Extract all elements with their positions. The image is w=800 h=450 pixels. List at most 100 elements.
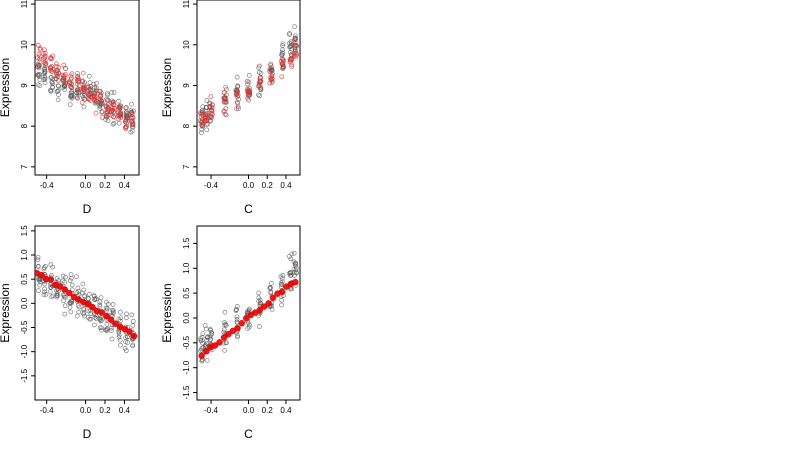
- data-point: [123, 117, 129, 122]
- fitted-point: [269, 294, 277, 302]
- data-point: [279, 56, 285, 62]
- data-point: [222, 309, 228, 315]
- fitted-point: [220, 334, 228, 341]
- data-point: [92, 85, 98, 90]
- data-point: [294, 270, 299, 276]
- y-tick-label: -1.0: [20, 344, 29, 358]
- data-point: [269, 280, 274, 286]
- data-point: [287, 44, 293, 50]
- data-point: [209, 102, 215, 108]
- data-point: [233, 92, 239, 98]
- data-point: [233, 308, 239, 314]
- data-point: [210, 111, 215, 117]
- data-point: [245, 91, 251, 96]
- data-point: [278, 58, 284, 64]
- y-tick-label: 9: [20, 83, 29, 88]
- data-point: [35, 264, 41, 270]
- x-tick-label: 0.2: [99, 181, 111, 190]
- data-point: [60, 292, 66, 298]
- data-point: [280, 279, 285, 285]
- fitted-point: [66, 289, 73, 297]
- fitted-point: [130, 332, 138, 340]
- data-point: [42, 289, 47, 295]
- x-tick-label: 0.4: [119, 406, 131, 415]
- data-point: [234, 314, 240, 320]
- data-point: [292, 261, 298, 267]
- x-tick-label: 0.0: [243, 406, 255, 415]
- panel-4: -0.4 0.0 0.2 0.4 -1.5 -1.0 -0.5 0.0 0.5 1.0 1.5 C Ex…: [160, 225, 301, 441]
- data-point: [99, 325, 104, 331]
- data-point: [124, 111, 130, 117]
- data-point: [104, 321, 110, 327]
- data-point: [292, 50, 298, 56]
- data-point: [108, 328, 114, 333]
- data-point: [202, 117, 208, 123]
- data-point: [105, 106, 110, 112]
- data-point: [256, 290, 262, 296]
- data-point: [280, 47, 285, 53]
- data-point: [74, 313, 80, 319]
- x-tick-label: 0.2: [262, 181, 274, 190]
- data-point: [105, 102, 111, 107]
- data-point: [86, 308, 92, 314]
- x-tick-label: 0.0: [243, 181, 255, 190]
- data-point: [86, 291, 92, 297]
- data-point: [287, 32, 292, 37]
- fitted-point: [38, 271, 45, 279]
- data-point: [293, 263, 298, 269]
- y-tick-label: 8: [20, 123, 29, 128]
- data-point: [200, 124, 206, 129]
- plot-frame: [34, 225, 140, 401]
- data-point: [35, 254, 41, 260]
- data-point: [207, 334, 213, 340]
- data-point: [49, 79, 55, 85]
- data-point: [42, 69, 48, 74]
- data-point: [60, 278, 66, 284]
- data-point: [42, 61, 48, 67]
- fitted-point: [260, 303, 268, 310]
- data-point: [41, 265, 47, 270]
- y-tick-label: -1.0: [182, 360, 191, 374]
- data-point: [223, 97, 229, 102]
- y-tick-label: 0.0: [20, 297, 29, 309]
- data-point: [99, 109, 105, 114]
- y-tick-label: 1.0: [20, 249, 29, 261]
- data-point: [235, 334, 240, 340]
- data-point: [41, 71, 47, 77]
- data-point: [55, 83, 61, 89]
- data-point: [42, 74, 48, 79]
- data-point: [111, 120, 117, 126]
- data-point: [110, 302, 116, 307]
- fitted-point: [107, 316, 115, 323]
- data-point: [68, 272, 74, 277]
- data-point: [117, 337, 123, 343]
- data-point: [43, 292, 49, 297]
- data-point: [79, 100, 85, 105]
- data-point: [125, 340, 130, 345]
- data-point: [97, 105, 103, 111]
- data-point: [291, 250, 297, 256]
- data-point: [222, 348, 227, 353]
- data-point: [62, 303, 68, 309]
- data-point: [81, 89, 87, 94]
- fitted-point: [216, 339, 223, 346]
- data-point: [68, 275, 74, 281]
- data-point: [234, 74, 240, 80]
- data-point: [67, 304, 73, 310]
- data-point: [110, 100, 116, 105]
- data-point: [97, 302, 103, 308]
- data-point: [110, 308, 116, 313]
- data-point: [68, 93, 73, 99]
- data-point: [67, 102, 73, 107]
- plot-frame: [34, 0, 140, 176]
- data-point: [246, 324, 252, 330]
- data-point: [289, 53, 294, 58]
- data-point: [86, 87, 92, 93]
- data-point: [258, 85, 263, 90]
- data-point: [110, 107, 116, 113]
- y-tick-label: 9: [182, 83, 191, 88]
- data-point: [224, 87, 229, 92]
- data-point: [203, 342, 208, 348]
- data-point: [61, 75, 67, 81]
- data-point: [198, 336, 204, 341]
